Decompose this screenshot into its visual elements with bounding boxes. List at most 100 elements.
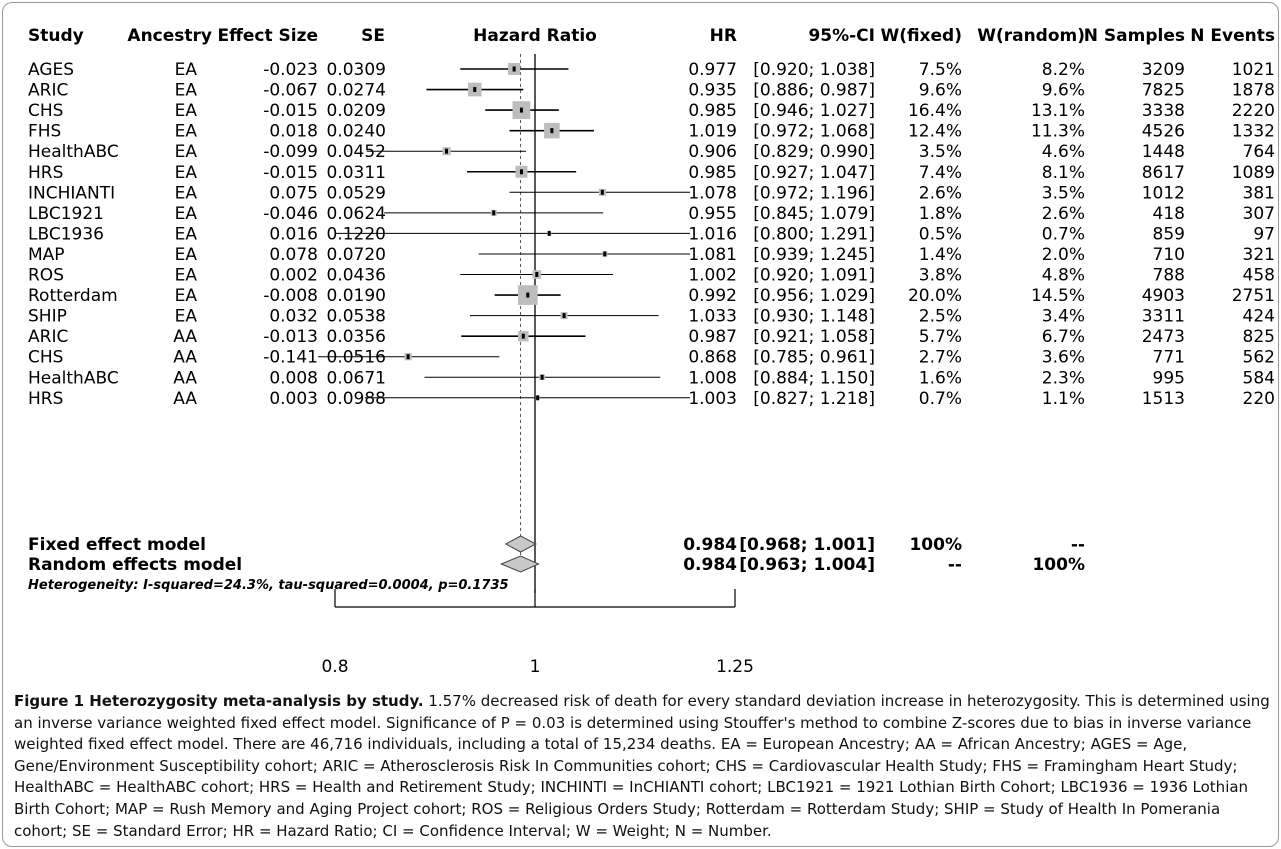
study-hr: 0.955	[688, 204, 737, 224]
study-w-random: 8.1%	[1042, 163, 1085, 183]
study-ci: [0.920; 1.038]	[753, 60, 875, 80]
study-n-samples: 1012	[1142, 183, 1185, 203]
study-ancestry: EA	[175, 60, 198, 80]
study-name: CHS	[28, 101, 63, 121]
header-study: Study	[28, 26, 84, 46]
forest-plot: Study Ancestry Effect Size SE Hazard Ratio HR…	[28, 26, 1275, 677]
study-effect-size: -0.067	[263, 81, 318, 101]
study-w-fixed: 3.5%	[919, 142, 962, 162]
study-n-events: 584	[1243, 368, 1275, 388]
study-name: FHS	[28, 122, 61, 142]
study-w-random: 8.2%	[1042, 60, 1085, 80]
study-effect-size: 0.003	[269, 389, 318, 409]
study-w-random: 14.5%	[1031, 286, 1085, 306]
model-hr: 0.984	[683, 555, 737, 575]
study-ancestry: EA	[175, 142, 198, 162]
study-ancestry: EA	[175, 101, 198, 121]
study-n-events: 2220	[1232, 101, 1275, 121]
study-hr: 1.081	[688, 245, 737, 265]
study-hr: 0.906	[688, 142, 737, 162]
study-n-samples: 3209	[1142, 60, 1185, 80]
study-n-events: 562	[1243, 348, 1275, 368]
study-effect-size: 0.016	[269, 224, 318, 244]
study-hr: 1.078	[688, 183, 737, 203]
study-ancestry: EA	[175, 286, 198, 306]
study-se: 0.1220	[327, 224, 386, 244]
study-w-random: 2.6%	[1042, 204, 1085, 224]
study-se: 0.0209	[327, 101, 386, 121]
study-ancestry: EA	[175, 81, 198, 101]
study-hr: 0.868	[688, 348, 737, 368]
study-n-events: 424	[1243, 307, 1275, 327]
study-w-random: 1.1%	[1042, 389, 1085, 409]
study-se: 0.0309	[327, 60, 386, 80]
study-name: HealthABC	[28, 142, 119, 162]
study-w-fixed: 20.0%	[908, 286, 962, 306]
study-ancestry: EA	[175, 204, 198, 224]
study-ci: [0.930; 1.148]	[753, 307, 875, 327]
study-n-samples: 7825	[1142, 81, 1185, 101]
study-n-samples: 418	[1153, 204, 1185, 224]
header-w-fixed: W(fixed)	[880, 26, 962, 46]
study-effect-size: 0.008	[269, 368, 318, 388]
point-estimate	[540, 374, 544, 380]
study-n-samples: 859	[1153, 224, 1185, 244]
study-effect-size: -0.015	[263, 163, 318, 183]
study-effect-size: 0.032	[269, 307, 318, 327]
study-w-fixed: 2.7%	[919, 348, 962, 368]
study-w-fixed: 0.7%	[919, 389, 962, 409]
point-estimate	[550, 128, 554, 134]
study-se: 0.0452	[327, 142, 386, 162]
study-n-events: 381	[1243, 183, 1275, 203]
study-n-samples: 8617	[1142, 163, 1185, 183]
study-hr: 0.935	[688, 81, 737, 101]
study-name: HRS	[28, 163, 63, 183]
point-estimate	[535, 272, 539, 277]
study-w-random: 2.3%	[1042, 368, 1085, 388]
study-w-fixed: 7.4%	[919, 163, 962, 183]
study-effect-size: 0.075	[269, 183, 318, 203]
study-se: 0.0988	[327, 389, 386, 409]
study-name: Rotterdam	[28, 286, 118, 306]
study-se: 0.0671	[327, 368, 386, 388]
study-ci: [0.886; 0.987]	[753, 81, 875, 101]
study-w-random: 11.3%	[1031, 122, 1085, 142]
study-effect-size: -0.141	[263, 348, 318, 368]
study-ancestry: EA	[175, 307, 198, 327]
study-n-events: 764	[1243, 142, 1275, 162]
study-se: 0.0529	[327, 183, 386, 203]
study-w-fixed: 1.6%	[919, 368, 962, 388]
point-estimate	[473, 87, 477, 93]
study-effect-size: -0.013	[263, 327, 318, 347]
study-ci: [0.884; 1.150]	[753, 368, 875, 388]
study-se: 0.0274	[327, 81, 386, 101]
study-se: 0.0720	[327, 245, 386, 265]
study-n-samples: 4903	[1142, 286, 1185, 306]
study-name: SHIP	[28, 307, 67, 327]
study-name: ROS	[28, 266, 64, 286]
study-n-events: 220	[1243, 389, 1275, 409]
model-w-fixed: --	[948, 555, 962, 575]
study-n-samples: 995	[1153, 368, 1185, 388]
study-ci: [0.927; 1.047]	[753, 163, 875, 183]
study-n-samples: 771	[1153, 348, 1185, 368]
study-hr: 0.985	[688, 101, 737, 121]
study-n-events: 458	[1243, 266, 1275, 286]
study-ancestry: EA	[175, 122, 198, 142]
study-w-random: 2.0%	[1042, 245, 1085, 265]
caption-title: Figure 1 Heterozygosity meta-analysis by…	[14, 692, 424, 710]
study-n-samples: 3338	[1142, 101, 1185, 121]
study-w-random: 13.1%	[1031, 101, 1085, 121]
point-estimate	[547, 230, 551, 236]
study-w-fixed: 2.6%	[919, 183, 962, 203]
study-w-random: 4.6%	[1042, 142, 1085, 162]
study-w-fixed: 1.8%	[919, 204, 962, 224]
study-n-samples: 3311	[1142, 307, 1185, 327]
study-ci: [0.785; 0.961]	[753, 348, 875, 368]
heterogeneity-text: Heterogeneity: I-squared=24.3%, tau-squa…	[28, 578, 509, 593]
header-effect-size: Effect Size	[217, 26, 318, 46]
study-w-random: 3.5%	[1042, 183, 1085, 203]
study-w-fixed: 7.5%	[919, 60, 962, 80]
study-ci: [0.845; 1.079]	[753, 204, 875, 224]
